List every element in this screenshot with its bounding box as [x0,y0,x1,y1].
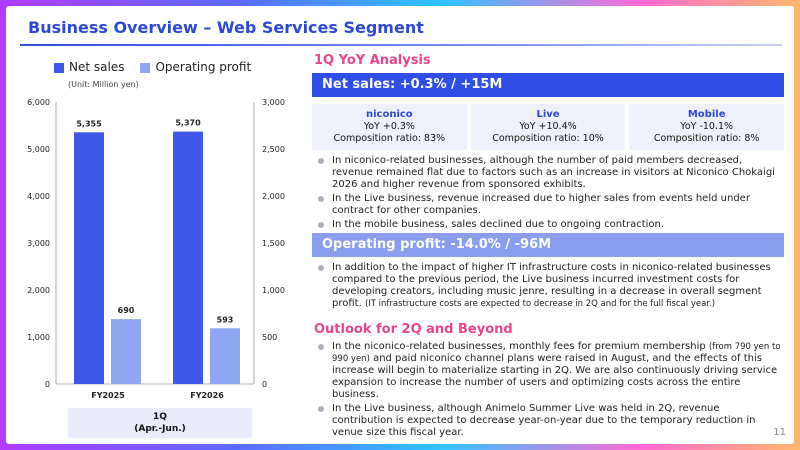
left-tick-label: 6,000 [27,98,50,107]
bar-net-sales [74,132,104,384]
list-item: In the Live business, although Animelo S… [316,403,782,439]
page-number: 11 [773,427,786,438]
legend-operating-profit: Operating profit [140,60,251,74]
bar-net-sales [173,131,203,384]
left-tick-label: 5,000 [27,145,50,154]
right-tick-label: 2,000 [262,192,285,201]
left-tick-label: 4,000 [27,192,50,201]
list-item: In the Live business, revenue increased … [316,193,782,217]
segment-cards: niconico YoY +0.3% Composition ratio: 83… [312,104,785,150]
left-tick-label: 0 [45,380,50,389]
data-label: 593 [217,315,234,324]
slide: Business Overview – Web Services Segment… [6,6,794,444]
legend-net-sales: Net sales [54,60,124,74]
slide-title: Business Overview – Web Services Segment [28,18,424,37]
chart-unit: (Unit: Million yen) [68,80,139,89]
data-label: 5,355 [76,119,102,128]
data-label: 690 [118,306,135,315]
operating-profit-header: Operating profit: -14.0% / -96M [312,233,784,257]
operating-profit-bullets: In addition to the impact of higher IT i… [316,262,782,312]
title-divider [20,44,782,46]
left-tick-label: 1,000 [27,333,50,342]
segment-card-niconico: niconico YoY +0.3% Composition ratio: 83… [312,104,467,150]
outlook-heading: Outlook for 2Q and Beyond [314,322,513,337]
right-tick-label: 0 [262,380,267,389]
category-label: FY2025 [91,391,125,400]
left-tick-label: 2,000 [27,286,50,295]
bar-operating-profit [111,319,141,384]
net-sales-bullets: In niconico-related businesses, although… [316,155,782,233]
right-tick-label: 3,000 [262,98,285,107]
category-label: FY2026 [190,391,224,400]
list-item: In the niconico-related businesses, mont… [316,341,782,401]
left-tick-label: 3,000 [27,239,50,248]
data-label: 5,370 [175,119,201,128]
net-sales-header: Net sales: +0.3% / +15M [312,73,784,97]
segment-card-live: Live YoY +10.4% Composition ratio: 10% [470,104,626,150]
right-tick-label: 500 [262,333,277,342]
period-label: 1Q (Apr.-Jun.) [68,408,252,438]
analysis-heading: 1Q YoY Analysis [314,53,431,68]
segment-card-mobile: Mobile YoY -10.1% Composition ratio: 8% [629,104,785,150]
right-tick-label: 2,500 [262,145,285,154]
bar-operating-profit [210,328,240,384]
chart-legend: Net sales Operating profit [54,60,251,74]
list-item: In the mobile business, sales declined d… [316,219,782,231]
list-item: In niconico-related businesses, although… [316,155,782,191]
right-tick-label: 1,500 [262,239,285,248]
bar-chart: 0 1,000 2,000 3,000 4,000 5,000 6,000 0 500 1,000… [27,98,285,400]
outlook-bullets: In the niconico-related businesses, mont… [316,341,782,441]
list-item: In addition to the impact of higher IT i… [316,262,782,310]
right-tick-label: 1,000 [262,286,285,295]
